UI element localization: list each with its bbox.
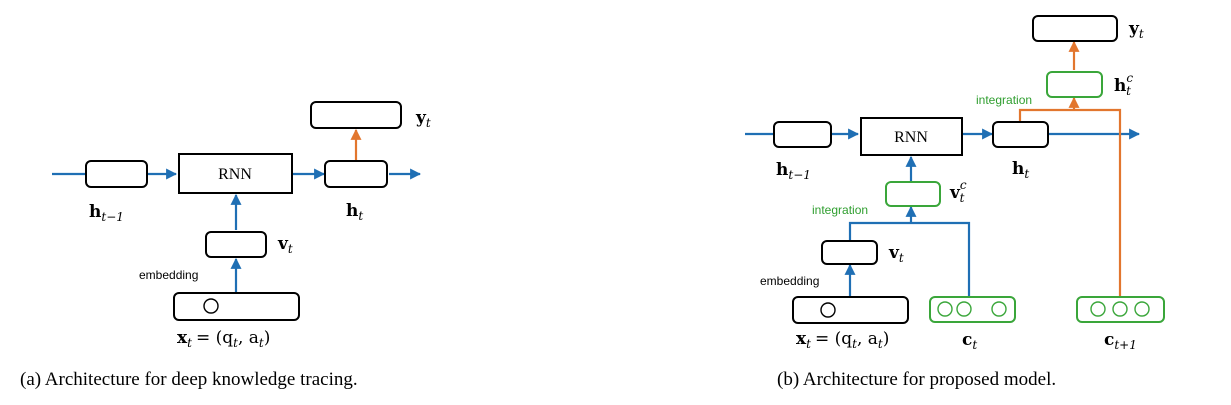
c-label: ct [962,330,977,352]
y-label: yt [415,108,431,130]
rnn-label-b: RNN [894,129,928,146]
caption-b: (b) Architecture for proposed model. [777,369,1056,390]
y-box [310,101,402,129]
vc-label: vc t [949,178,967,205]
hc-label: hc t [1114,71,1133,98]
c-circle-3 [991,301,1007,317]
diagram-b: RNN yt hc t integration ht−1 ht vc t integ… [745,15,1165,390]
y-box-b [1032,15,1118,42]
x-box-b [792,296,909,324]
c-next-circle-2 [1112,301,1128,317]
h-prev-box [85,160,148,188]
integration-top-label: integration [976,93,1032,107]
c-next-circle-1 [1090,301,1106,317]
v-label-b: vt [888,243,904,265]
embedding-label: embedding [139,268,198,282]
v-box-b [821,240,878,265]
h-box-b [992,121,1049,148]
integration-top-connector [1018,108,1122,296]
h-prev-label-b: ht−1 [776,160,811,182]
hc-box [1046,71,1103,98]
c-circle-1 [937,301,953,317]
onehot-circle [203,298,219,314]
vc-box [885,181,941,207]
integration-mid-label: integration [812,203,868,217]
y-label-b: yt [1128,19,1144,41]
c-box [929,296,1016,323]
onehot-circle-b [820,302,836,318]
c-next-circle-3 [1134,301,1150,317]
c-circle-2 [956,301,972,317]
v-label: vt [277,234,293,256]
c-next-label: ct+1 [1104,330,1137,352]
diagram-a: RNN yt ht−1 ht vt embedding xt = (qt, at)… [20,101,431,390]
h-label: ht [346,201,363,223]
rnn-box [178,153,293,194]
x-equation: xt = (qt, at) [177,328,270,350]
v-box [205,231,267,258]
embedding-label-b: embedding [760,274,819,288]
h-prev-label: ht−1 [89,202,124,224]
x-equation-b: xt = (qt, at) [796,329,889,351]
rnn-label: RNN [218,166,252,183]
x-box [173,292,300,321]
h-label-b: ht [1012,159,1029,181]
h-box [324,160,388,188]
caption-a: (a) Architecture for deep knowledge trac… [20,369,358,390]
h-prev-box-b [773,121,832,148]
rnn-box-b [860,117,963,156]
integration-mid-connector [848,221,971,296]
